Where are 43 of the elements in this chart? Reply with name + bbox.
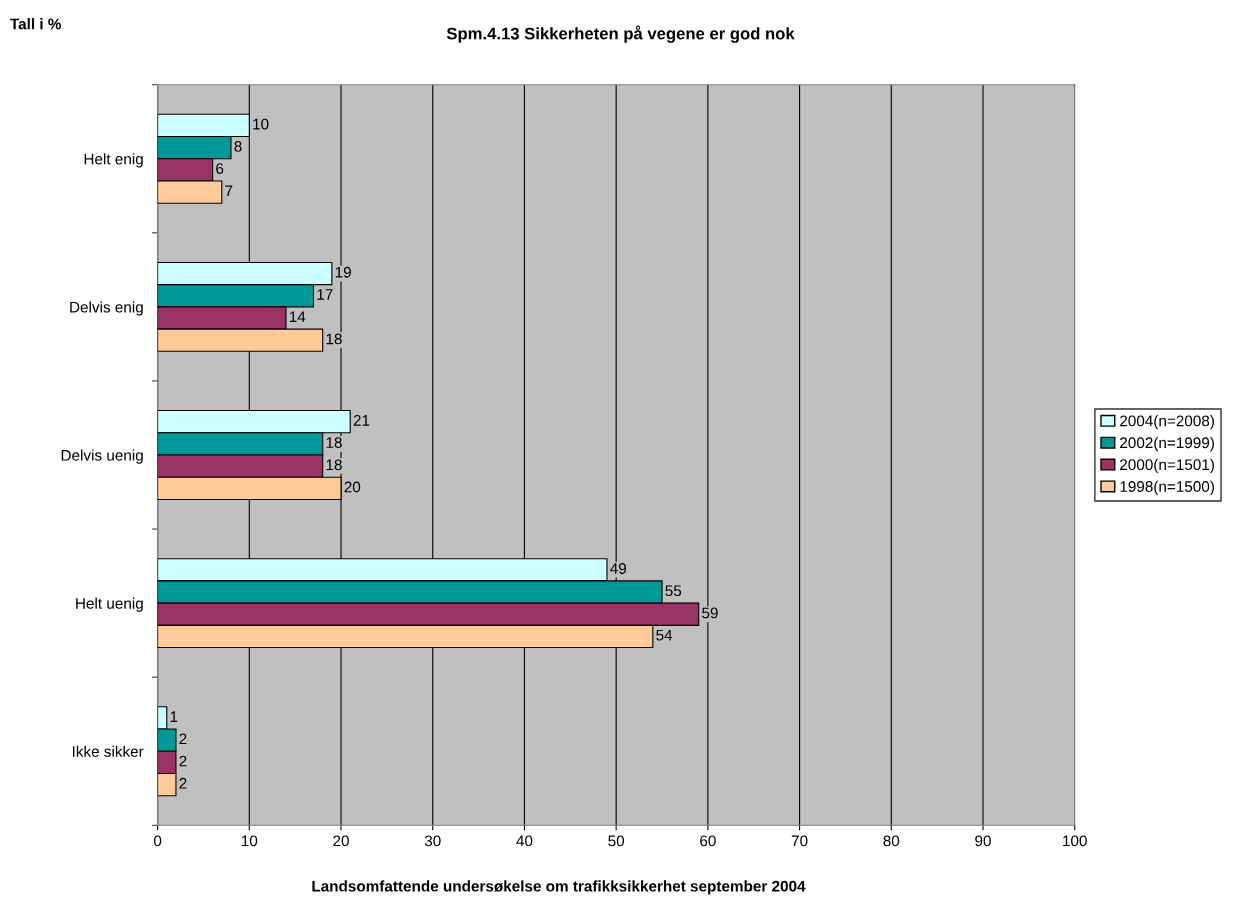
x-tick-label: 60 (700, 835, 716, 847)
legend-label: 1998(n=1500) (1120, 480, 1214, 495)
data-label: 10 (253, 118, 269, 130)
x-tick-label: 90 (975, 835, 991, 847)
data-label: 18 (326, 437, 342, 448)
y-tick-label: Delvis enig (70, 301, 143, 316)
x-tick-label: 80 (883, 835, 900, 847)
data-label: 18 (326, 333, 342, 345)
data-label: 17 (317, 289, 333, 300)
y-tick-label: Helt enig (84, 153, 143, 168)
data-label: 2 (179, 777, 187, 789)
data-label: 21 (353, 414, 370, 426)
data-label: 19 (335, 266, 351, 278)
data-label: 1 (170, 711, 178, 722)
data-label: 59 (702, 607, 718, 619)
data-label: 2 (179, 733, 187, 745)
text: Tall i % (10, 18, 62, 30)
x-tick-label: 10 (241, 835, 258, 847)
x-tick-label: 0 (153, 835, 162, 847)
y-tick-label: Helt uenig (76, 597, 143, 612)
data-label: 2 (179, 755, 187, 767)
x-tick-label: 30 (424, 835, 441, 847)
text: Landsomfattende undersøkelse om trafikksikkerhet september 2004 (312, 880, 806, 895)
legend-label: 2000(n=1501) (1120, 458, 1214, 474)
x-tick-label: 100 (1063, 835, 1087, 847)
data-label: 20 (344, 481, 361, 493)
data-label: 8 (234, 140, 242, 152)
x-tick-label: 40 (516, 835, 533, 847)
data-label: 14 (289, 311, 306, 322)
y-tick-label: Ikke sikker (72, 745, 144, 757)
data-label: 7 (225, 185, 233, 197)
x-tick-label: 70 (791, 835, 808, 847)
chart-title: Spm.4.13 Sikkerheten på vegene er god nok (446, 25, 795, 43)
legend-label: 2002(n=1999) (1120, 436, 1214, 452)
x-tick-label: 50 (608, 835, 625, 847)
data-label: 6 (216, 163, 224, 174)
legend-label: 2004(n=2008) (1120, 415, 1214, 430)
data-label: 54 (656, 629, 673, 641)
x-tick-label: 20 (333, 835, 349, 847)
data-label: 55 (665, 585, 682, 597)
y-tick-label: Delvis uenig (61, 449, 143, 464)
data-label: 49 (610, 563, 627, 574)
data-label: 18 (326, 459, 342, 471)
